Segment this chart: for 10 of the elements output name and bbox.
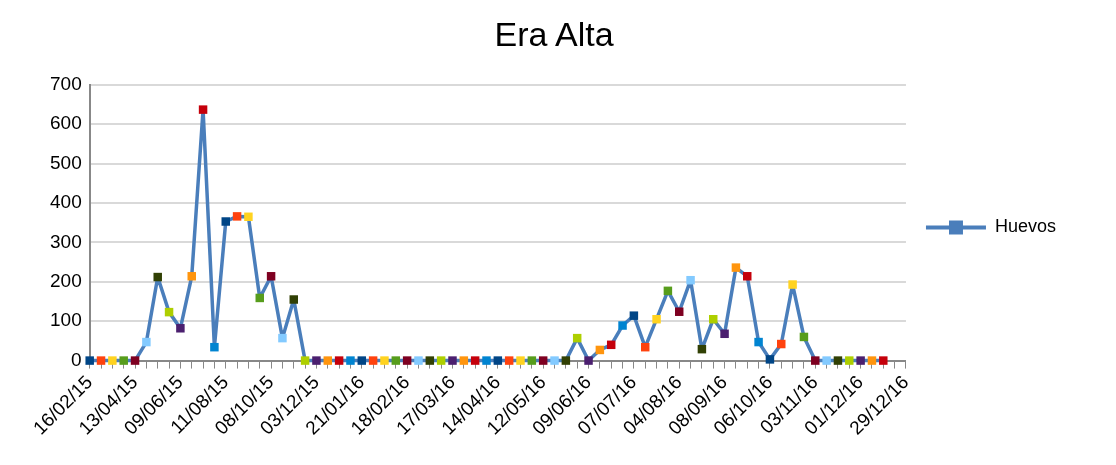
y-tick-label: 300	[50, 230, 82, 252]
y-tick-label: 0	[71, 348, 82, 370]
y-tick-label: 600	[50, 112, 82, 134]
chart-title: Era Alta	[494, 14, 614, 53]
y-tick-label: 400	[50, 191, 82, 213]
y-tick-label: 700	[50, 73, 82, 95]
y-tick-label: 200	[50, 270, 82, 292]
legend-label: Huevos	[994, 216, 1056, 237]
y-tick-label: 100	[50, 309, 82, 331]
y-tick-label: 500	[50, 151, 82, 173]
